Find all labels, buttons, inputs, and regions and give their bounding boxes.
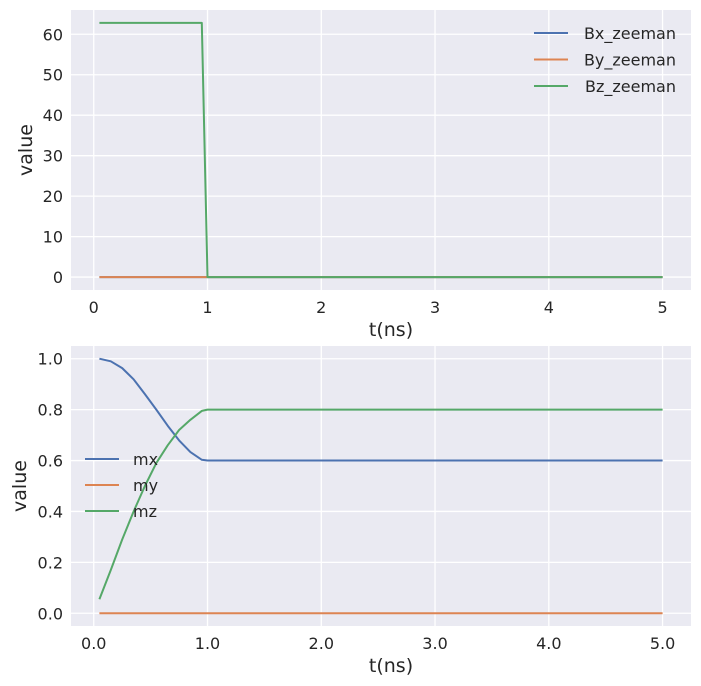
series-line-mz [98, 408, 663, 600]
y-tick-label: 30 [43, 147, 63, 166]
y-tick-label: 0.4 [38, 502, 63, 521]
y-tick-label: 0.0 [38, 604, 63, 623]
legend-label: Bx_zeeman [584, 24, 676, 44]
legend-label: Bz_zeeman [585, 77, 676, 97]
x-tick-label: 1 [202, 298, 212, 317]
plot-background [71, 10, 691, 290]
x-tick-label: 1.0 [195, 634, 220, 653]
legend-label: mx [133, 450, 158, 469]
x-tick-label: 3 [430, 298, 440, 317]
series-line-bz-zeeman [99, 21, 663, 279]
x-axis-label: t(ns) [369, 655, 413, 677]
x-tick-label: 5 [657, 298, 667, 317]
legend-label: mz [133, 502, 157, 521]
x-tick-label: 4.0 [536, 634, 561, 653]
y-tick-label: 10 [43, 228, 63, 247]
top-chart-panel: 0 1 2 3 4 50102030405060t(ns)valueBx_zeemanBy… [15, 10, 691, 341]
y-tick-label: 20 [43, 187, 63, 206]
y-tick-label: 0.8 [38, 401, 63, 420]
y-tick-label: 0 [53, 268, 63, 287]
legend-label: By_zeeman [584, 51, 676, 71]
y-tick-label: 50 [43, 66, 63, 85]
legend: Bx_zeeman By_zeeman Bz_zeeman [534, 24, 676, 97]
y-tick-label: 40 [43, 106, 63, 125]
legend: mx my mz [85, 450, 158, 521]
x-tick-label: 3.0 [422, 634, 447, 653]
x-axis-label: t(ns) [369, 319, 413, 341]
x-tick-label: 0 [89, 298, 99, 317]
series-line-mx [99, 357, 663, 462]
bottom-chart-panel: 0.0 1.0 2.0 3.0 4.0 5.0 0.0 0.2 0.4 0.6 0.8 1.0 t(ns… [9, 346, 691, 677]
plot-background [71, 346, 691, 626]
x-tick-label: 4 [544, 298, 554, 317]
x-tick-label: 2 [316, 298, 326, 317]
x-tick-label: 2.0 [309, 634, 334, 653]
y-tick-label: 0.2 [38, 553, 63, 572]
y-tick-label: 1.0 [38, 350, 63, 369]
y-axis-label: value [15, 124, 37, 176]
x-tick-label: 0.0 [81, 634, 106, 653]
y-tick-label: 0.6 [38, 452, 63, 471]
x-tick-label: 5.0 [650, 634, 675, 653]
y-tick-label: 60 [43, 25, 63, 44]
y-axis-label: value [9, 460, 31, 512]
legend-label: my [133, 476, 158, 495]
